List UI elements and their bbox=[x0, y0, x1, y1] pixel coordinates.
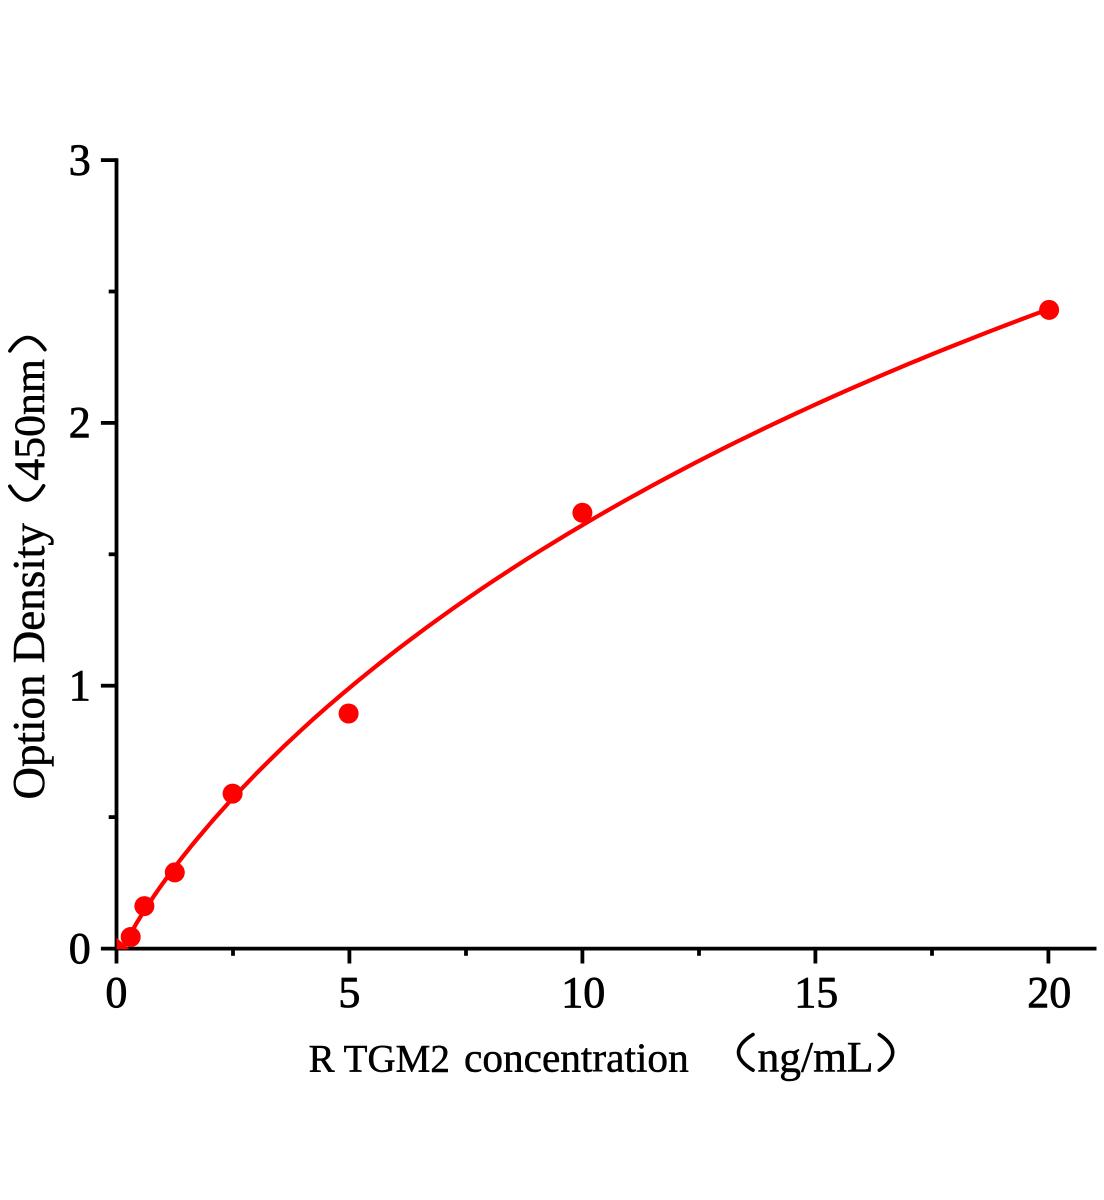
svg-text:2: 2 bbox=[69, 398, 91, 447]
svg-text:15: 15 bbox=[794, 968, 838, 1017]
svg-text:0: 0 bbox=[105, 968, 127, 1017]
svg-text:20: 20 bbox=[1027, 968, 1071, 1017]
svg-text:concentration: concentration bbox=[464, 1035, 689, 1081]
svg-text:ng/mL: ng/mL bbox=[758, 1034, 874, 1082]
svg-text:0: 0 bbox=[69, 924, 91, 973]
svg-text:10: 10 bbox=[561, 968, 605, 1017]
svg-text:1: 1 bbox=[69, 661, 91, 710]
svg-text:3: 3 bbox=[69, 135, 91, 184]
svg-text:450nm: 450nm bbox=[6, 359, 54, 481]
svg-text:R TGM2: R TGM2 bbox=[309, 1038, 450, 1081]
svg-text:Option Density: Option Density bbox=[4, 523, 54, 800]
svg-text:5: 5 bbox=[338, 968, 360, 1017]
